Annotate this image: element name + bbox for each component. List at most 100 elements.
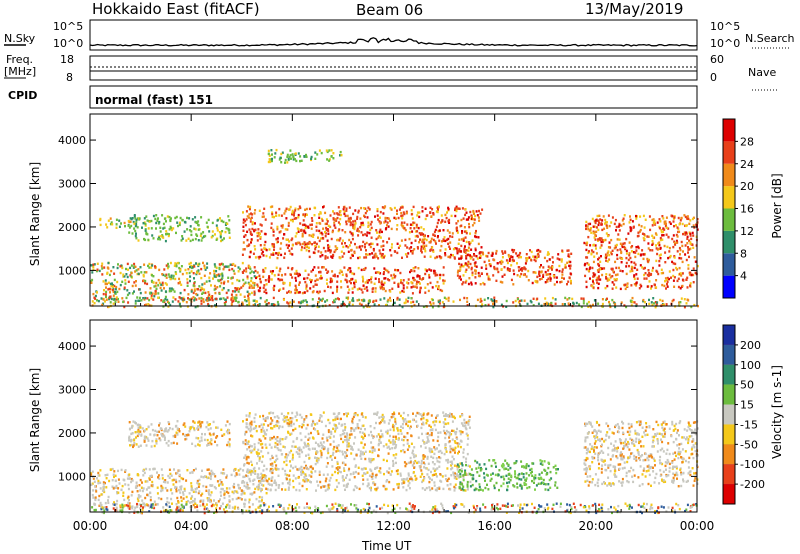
velocity-region-2-cell bbox=[291, 445, 294, 448]
power-region-2-cell bbox=[214, 233, 216, 236]
power-region-8-cell bbox=[248, 303, 251, 306]
power-region-3-cell bbox=[270, 253, 273, 256]
power-region-3-cell bbox=[463, 226, 466, 229]
velocity-region-2-cell bbox=[284, 437, 287, 440]
power-region-8-cell bbox=[109, 301, 112, 304]
power-region-3-cell bbox=[468, 225, 471, 229]
power-region-7-cell bbox=[599, 238, 602, 242]
power-region-7-cell bbox=[631, 220, 634, 223]
velocity-region-2-cell bbox=[408, 444, 411, 448]
power-region-2-cell bbox=[150, 219, 153, 223]
power-region-1-cell bbox=[181, 272, 184, 276]
power-region-1-cell bbox=[231, 290, 234, 293]
power-region-2-cell bbox=[202, 231, 205, 234]
power-region-3-cell bbox=[336, 216, 339, 220]
power-region-7-cell bbox=[610, 267, 613, 271]
power-region-7-cell bbox=[628, 252, 631, 255]
power-region-2-cell bbox=[200, 232, 203, 235]
velocity-region-1-cell bbox=[130, 443, 133, 447]
velocity-region-1-cell bbox=[136, 430, 139, 434]
velocity-region-2-cell bbox=[418, 412, 420, 415]
power-region-6-cell bbox=[558, 264, 561, 268]
velocity-region-0-cell bbox=[148, 506, 151, 509]
velocity-region-0-cell bbox=[262, 479, 265, 482]
velocity-region-2-cell bbox=[277, 486, 280, 489]
velocity-region-2-cell bbox=[466, 434, 469, 437]
velocity-region-0-cell bbox=[146, 480, 149, 483]
velocity-region-2-cell bbox=[329, 443, 332, 446]
velocity-region-0-cell bbox=[197, 485, 200, 488]
velocity-region-1-cell bbox=[176, 433, 179, 436]
velocity-region-1-cell bbox=[135, 443, 138, 446]
velocity-region-2-cell bbox=[438, 443, 440, 447]
power-region-8-cell bbox=[289, 301, 292, 304]
power-region-6-cell bbox=[547, 269, 550, 272]
velocity-region-2-cell bbox=[265, 475, 268, 478]
power-region-7-cell bbox=[682, 250, 684, 253]
velocity-region-2-cell bbox=[399, 429, 402, 432]
power-region-3-cell bbox=[248, 213, 251, 216]
power-region-3-cell bbox=[325, 226, 328, 230]
power-region-4-cell bbox=[346, 285, 349, 288]
velocity-region-1-cell bbox=[228, 431, 231, 435]
power-region-4-cell bbox=[379, 285, 382, 288]
power-region-1-cell bbox=[243, 282, 246, 286]
power-region-3-cell bbox=[448, 221, 451, 224]
power-region-7-cell bbox=[691, 217, 694, 221]
velocity-region-2-cell bbox=[303, 460, 306, 464]
velocity-region-0-cell bbox=[246, 485, 249, 488]
velocity-region-2-cell bbox=[308, 456, 311, 460]
velocity-region-2-cell bbox=[439, 456, 442, 460]
velocity-region-0-cell bbox=[264, 503, 267, 506]
power-region-8-cell bbox=[108, 296, 111, 299]
power-region-3-cell bbox=[425, 238, 428, 242]
power-region-3-cell bbox=[429, 248, 432, 251]
velocity-region-2-cell bbox=[357, 466, 360, 469]
power-region-2-cell bbox=[188, 217, 191, 220]
power-region-4-cell bbox=[278, 279, 281, 282]
velocity-region-1-cell bbox=[193, 427, 196, 430]
power-ytick-label: 3000 bbox=[58, 178, 86, 191]
velocity-region-0-cell bbox=[94, 485, 97, 488]
velocity-region-2-cell bbox=[397, 432, 400, 436]
velocity-region-0-cell bbox=[175, 472, 178, 475]
power-region-8-cell bbox=[561, 303, 564, 306]
power-region-2-cell bbox=[189, 239, 192, 243]
power-region-3-cell bbox=[303, 246, 306, 250]
power-region-3-cell bbox=[339, 217, 342, 221]
velocity-region-0-cell bbox=[117, 469, 119, 473]
power-region-1-cell bbox=[222, 287, 225, 290]
velocity-region-2-cell bbox=[336, 460, 339, 464]
power-region-2-cell bbox=[130, 217, 133, 221]
power-region-1-cell bbox=[138, 299, 141, 302]
power-region-1-cell bbox=[203, 264, 206, 267]
power-region-3-cell bbox=[301, 223, 304, 227]
freq-label: Freq. bbox=[6, 53, 34, 66]
power-region-7-cell bbox=[679, 272, 682, 275]
velocity-region-2-cell bbox=[334, 456, 337, 459]
power-region-8-cell bbox=[198, 297, 201, 300]
power-region-6-cell bbox=[547, 251, 550, 254]
power-region-8-cell bbox=[122, 300, 125, 304]
power-region-1-cell bbox=[169, 277, 172, 281]
power-region-1-cell bbox=[150, 266, 153, 269]
power-region-8-cell bbox=[363, 299, 366, 302]
power-region-1-cell bbox=[248, 286, 251, 289]
velocity-region-2-cell bbox=[253, 446, 256, 449]
power-region-7-cell bbox=[617, 225, 620, 228]
power-region-4-cell bbox=[400, 281, 402, 284]
power-region-1-cell bbox=[153, 295, 156, 298]
power-region-1-cell bbox=[208, 293, 211, 296]
power-region-7-cell bbox=[638, 287, 641, 290]
power-region-6-cell bbox=[561, 273, 564, 276]
velocity-region-2-cell bbox=[422, 479, 425, 482]
power-region-3-cell bbox=[279, 247, 282, 250]
power-region-7-cell bbox=[594, 244, 597, 247]
power-region-7-cell bbox=[646, 285, 649, 288]
velocity-region-0-cell bbox=[209, 500, 212, 503]
power-region-8-cell bbox=[272, 296, 275, 300]
power-region-5-cell bbox=[275, 148, 278, 152]
power-region-3-cell bbox=[420, 251, 423, 254]
power-region-4-cell bbox=[418, 291, 421, 294]
velocity-region-2-cell bbox=[307, 479, 310, 482]
